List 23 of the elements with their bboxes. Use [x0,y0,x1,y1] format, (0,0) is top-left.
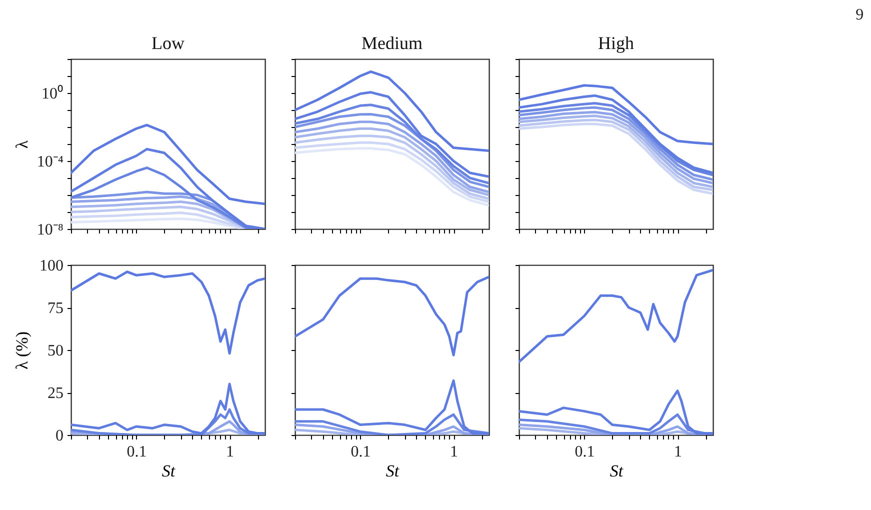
y-tick-label: 100 [40,258,64,274]
x-axis-title: St [610,462,624,480]
y-tick-label: 10⁰ [42,84,64,102]
y-tick-label: 75 [48,300,64,317]
chart-title: High [598,33,634,53]
x-tick-label: 1 [450,444,458,460]
y-tick-label: 10⁻⁴ [36,154,64,170]
x-axis-title: St [162,462,176,480]
chart-title: Low [152,33,184,53]
y-tick-label: 0 [56,428,64,444]
chart-title: Medium [362,33,422,53]
y-axis-title: λ (%) [12,332,32,370]
x-tick-label: 0.1 [126,444,147,460]
x-tick-label: 0.1 [574,444,595,460]
y-axis-title: λ [12,140,32,149]
x-tick-label: 1 [226,444,234,460]
y-tick-label: 25 [48,385,64,402]
y-tick-label: 50 [48,342,64,360]
x-tick-label: 1 [674,444,682,460]
x-axis-title: St [386,462,400,480]
y-tick-label: 10⁻⁸ [36,222,64,238]
text: 9 [856,6,864,24]
x-tick-label: 0.1 [350,444,371,460]
